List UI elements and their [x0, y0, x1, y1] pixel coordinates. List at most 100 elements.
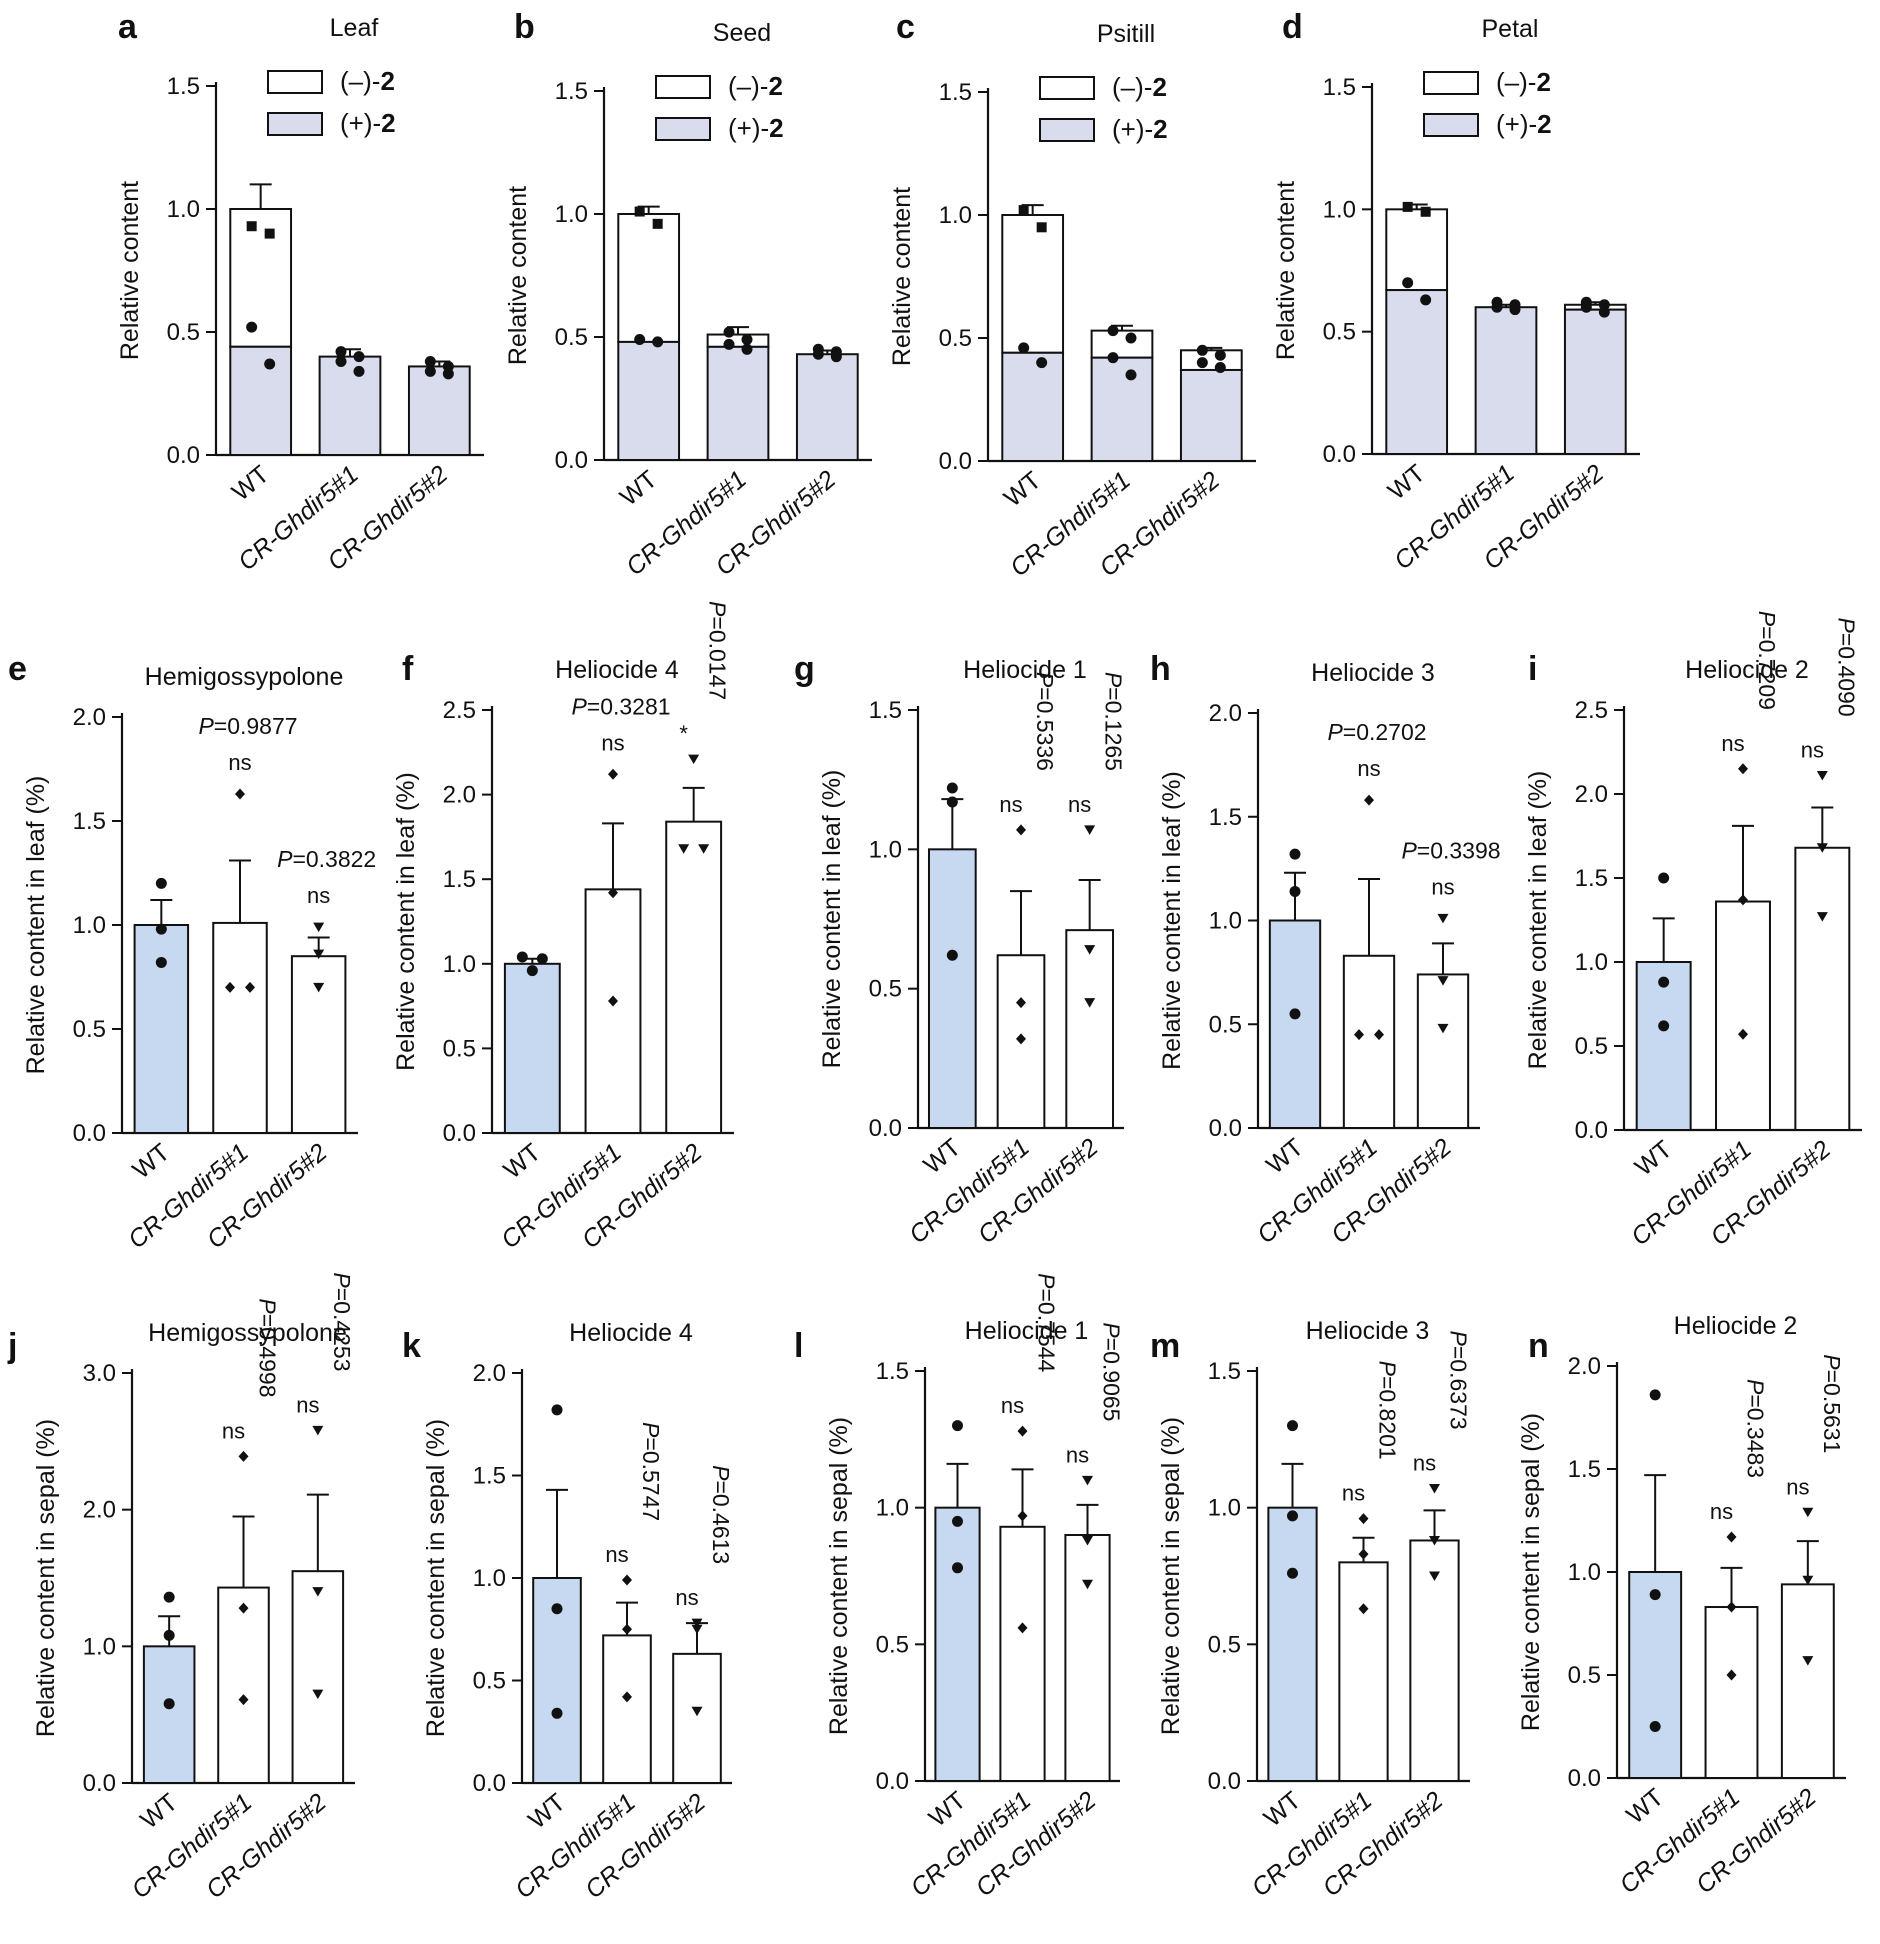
x-tick-label: WT — [1383, 459, 1431, 505]
data-point — [1289, 885, 1301, 897]
y-tick-label: 0.5 — [1323, 319, 1356, 346]
significance-label: ns — [1721, 731, 1744, 756]
data-point — [313, 982, 325, 993]
panel-letter: e — [8, 650, 27, 688]
significance-label: ns — [1357, 756, 1380, 781]
data-point — [536, 953, 548, 965]
y-tick-label: 0.5 — [443, 1035, 476, 1062]
data-point — [946, 796, 958, 808]
significance-label: ns — [1710, 1499, 1733, 1524]
data-point — [634, 333, 646, 345]
y-tick-label: 0.0 — [1575, 1117, 1608, 1144]
panel-g: g Heliocide 1 0.0 0.5 1.0 1.5 Relative content… — [794, 650, 1127, 1249]
data-point — [1437, 1023, 1449, 1034]
y-tick-label: 2.0 — [1568, 1353, 1601, 1380]
data-point — [1084, 825, 1096, 835]
data-point — [245, 981, 255, 993]
y-tick-label: 1.5 — [1575, 865, 1608, 892]
chart-title: Heliocide 4 — [555, 656, 679, 684]
data-point — [163, 1591, 175, 1603]
data-point — [1287, 1420, 1298, 1432]
panel-k: k Heliocide 4 0.0 0.5 1.0 1.5 2.0 Relative cont… — [402, 1319, 734, 1904]
bar-mutant — [584, 888, 642, 1134]
data-point — [1016, 997, 1026, 1009]
data-point — [1358, 1548, 1369, 1560]
data-point — [608, 768, 618, 780]
data-point — [442, 368, 454, 380]
data-point — [353, 365, 365, 377]
data-point — [1125, 332, 1137, 344]
y-tick-label: 2.0 — [443, 782, 476, 809]
p-value: P=0.3281 — [571, 693, 670, 719]
data-point — [551, 1603, 563, 1615]
p-value: P=0.6373 — [1446, 1331, 1472, 1430]
significance-label: ns — [307, 883, 330, 908]
panel-letter: n — [1528, 1327, 1549, 1365]
bar-mutant — [996, 954, 1046, 1130]
chart-title: Petal — [1482, 15, 1539, 43]
data-point — [1107, 325, 1119, 337]
panel-i: i Heliocide 2 0.0 0.5 1.0 1.5 2.0 2.5 Relative c… — [1524, 611, 1862, 1251]
p-value: P=0.4613 — [708, 1465, 734, 1564]
x-tick-label: WT — [135, 1788, 183, 1834]
data-point — [1802, 1656, 1814, 1666]
panel-letter: f — [402, 650, 414, 688]
y-tick-label: 2.5 — [443, 697, 476, 724]
y-tick-label: 1.0 — [443, 951, 476, 978]
data-point — [812, 348, 824, 360]
p-value: P=0.3822 — [277, 846, 376, 872]
data-point — [634, 206, 645, 217]
panel-letter: h — [1150, 650, 1171, 688]
legend-label-minus: (–)-2 — [1496, 67, 1551, 97]
data-point — [622, 1623, 632, 1635]
bar-minus — [706, 333, 770, 348]
bar-plus — [706, 345, 770, 461]
data-point — [1107, 352, 1119, 364]
bar-plus — [1179, 368, 1243, 463]
data-point — [741, 333, 753, 345]
y-tick-label: 1.5 — [73, 808, 106, 835]
bar-plus — [1385, 289, 1449, 455]
panel-letter: j — [7, 1327, 17, 1365]
y-tick-label: 2.0 — [1209, 700, 1242, 727]
legend-swatch-plus — [1423, 113, 1479, 137]
data-point — [946, 782, 958, 794]
y-tick-label: 2.5 — [1575, 697, 1608, 724]
panel-f: f Heliocide 4 0.0 0.5 1.0 1.5 2.0 2.5 Relative c… — [392, 601, 734, 1254]
bar-mutant — [672, 1652, 722, 1784]
significance-label: ns — [601, 730, 624, 755]
chart-title: Hemigossypolone — [148, 1319, 347, 1347]
significance-label: ns — [1786, 1474, 1809, 1499]
p-value: P=0.7544 — [1034, 1273, 1060, 1372]
legend-label-minus: (–)-2 — [728, 71, 783, 101]
data-point — [1429, 1484, 1440, 1494]
panel-letter: g — [794, 650, 815, 688]
y-axis-label: Relative content — [116, 181, 144, 360]
y-axis-label: Relative content in sepal (%) — [422, 1419, 450, 1737]
data-point — [688, 754, 700, 765]
panel-letter: l — [794, 1327, 803, 1365]
y-tick-label: 0.0 — [473, 1770, 506, 1797]
data-point — [1017, 1510, 1028, 1522]
p-value: P=0.3398 — [1401, 837, 1500, 863]
significance-label: ns — [296, 1392, 319, 1417]
bar-mutant — [1780, 1583, 1835, 1779]
data-point — [246, 221, 257, 232]
p-value: P=0.7209 — [1754, 611, 1780, 710]
y-tick-label: 0.0 — [869, 1115, 902, 1142]
y-tick-label: 0.5 — [1209, 1011, 1242, 1038]
data-point — [1649, 1721, 1661, 1732]
data-point — [246, 321, 258, 333]
legend-swatch-minus — [267, 70, 323, 94]
data-point — [691, 1618, 703, 1629]
legend-swatch-minus — [655, 75, 711, 99]
y-tick-label: 0.0 — [876, 1768, 909, 1795]
y-tick-label: 1.0 — [555, 201, 588, 228]
data-point — [1125, 369, 1137, 381]
y-tick-label: 0.5 — [1575, 1033, 1608, 1060]
y-tick-label: 1.0 — [1323, 196, 1356, 223]
data-point — [155, 923, 167, 935]
bar-plus — [1001, 351, 1065, 463]
y-tick-label: 1.0 — [473, 1565, 506, 1592]
